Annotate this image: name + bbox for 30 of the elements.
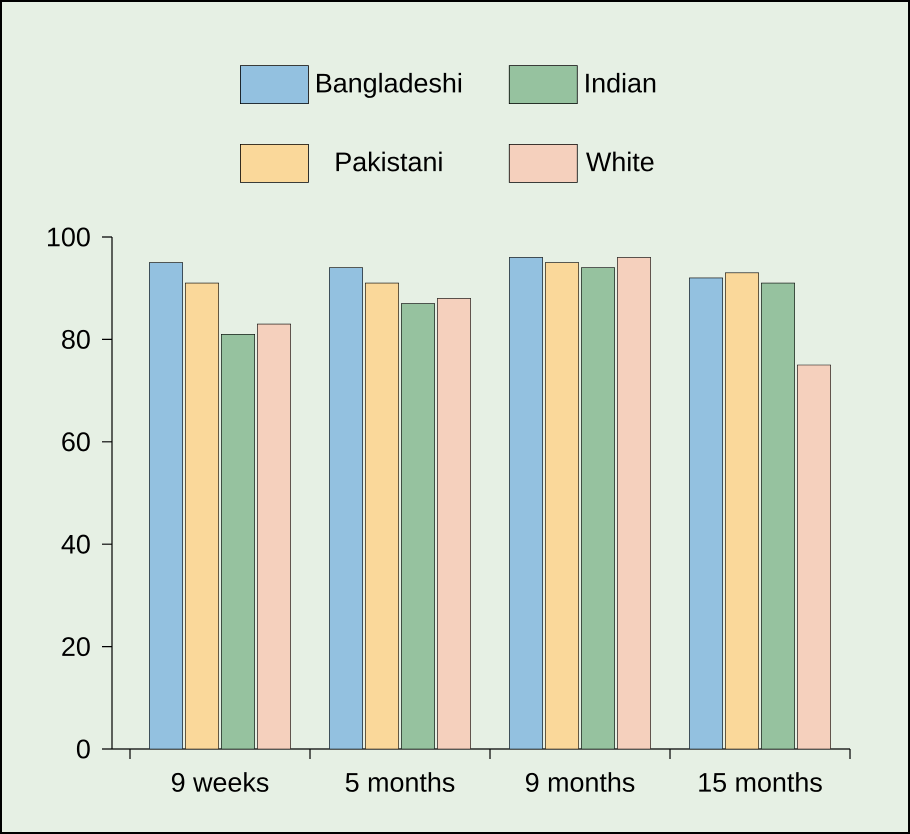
bar [797,364,831,749]
bar [761,282,795,749]
x-tick-label: 9 months [526,772,634,792]
x-tick-label: 5 months [346,772,454,792]
y-tick-label: 100 [48,227,90,247]
bar [401,303,435,749]
legend-label: White [586,152,654,172]
bar [545,262,579,749]
legend-label: Pakistani [336,152,442,172]
y-tick-label: 0 [76,739,90,759]
legend-label: Indian [586,72,656,93]
bar [581,267,615,749]
x-tick-label: 15 months [699,772,822,792]
y-tick-label: 20 [62,637,90,656]
bar [437,298,471,749]
bar [509,257,543,749]
y-tick-label: 40 [62,534,90,554]
y-tick-label: 80 [62,330,90,349]
bar [185,282,219,749]
bar [329,267,363,749]
bar [149,262,183,749]
bar [689,278,723,749]
bar [365,282,399,749]
bar [257,324,291,749]
bar [221,334,255,749]
bar [725,272,759,749]
legend-label: Bangladeshi [317,72,462,98]
x-tick-label: 9 weeks [172,772,268,792]
y-tick-label: 60 [62,432,90,452]
bar [617,257,651,749]
